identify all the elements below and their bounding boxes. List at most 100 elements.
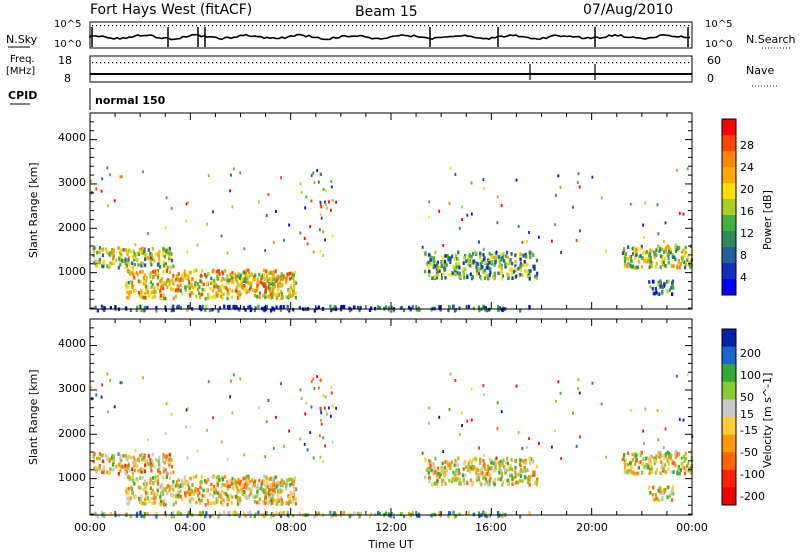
velocity-cell [664,453,667,458]
velocity-cell [170,512,174,516]
power-cell [247,289,250,294]
power-cell [663,257,667,261]
velocity-cell [631,470,635,475]
velocity-cell [229,493,232,498]
velocity-cbar-label: Velocity [m s^-1] [761,373,774,468]
velocity-cell [252,481,256,485]
power-cell [142,276,145,280]
power-cell [267,295,270,299]
power-cell [310,199,313,203]
nsearch-dot [496,25,498,27]
power-cell [532,267,535,271]
power-cell [103,306,106,310]
velocity-cell [205,487,209,492]
power-cell [243,279,246,283]
nsearch-dot [580,25,582,27]
velocity-cell [121,381,123,385]
nsearch-dot [568,25,570,27]
nave-dot [416,62,418,64]
power-cell [645,259,648,264]
velocity-cell [145,496,148,501]
power-cell [162,286,165,291]
velocity-cell [482,453,485,457]
power-cell [137,279,140,283]
power-cell [497,271,500,275]
power-cell [181,278,184,282]
nsearch-dot [592,25,594,27]
power-cell [234,274,237,278]
power-cell [500,268,503,273]
velocity-cell [255,494,258,499]
velocity-cell [663,488,666,492]
velocity-cell [186,456,189,460]
velocity-cell [210,482,213,487]
velocity-cell [479,480,482,485]
velocity-cell [133,495,137,499]
velocity-cell [192,475,196,479]
velocity-cell [227,484,230,488]
velocity-cell [161,490,164,494]
power-cell [458,271,461,276]
velocity-cell [470,387,473,391]
power-cell [532,264,535,269]
power-cell [455,262,458,266]
power-cell [264,284,267,288]
velocity-cell [639,460,642,464]
power-cell [207,295,210,300]
velocity-cell [232,479,235,484]
velocity-cell [467,510,470,515]
velocity-cell [100,453,104,458]
nsearch-dot [92,25,94,27]
power-cell [648,259,651,264]
nsearch-lo-label: 10^0 [705,39,732,50]
velocity-cell [488,472,491,477]
velocity-cell [559,391,562,395]
power-cell [348,306,351,311]
nave-dot [296,62,298,64]
power-cell [436,273,439,277]
velocity-cell [496,401,499,405]
velocity-cell [105,455,108,459]
nsearch-dot [312,25,314,27]
power-cell [139,280,142,284]
velocity-cell [651,493,654,497]
velocity-cell [535,464,539,469]
power-cell [514,268,517,273]
power-cell [108,251,111,256]
power-cell [664,221,667,225]
power-cell [462,272,465,276]
velocity-cell [183,478,186,483]
power-cell [514,253,517,258]
velocity-cell [131,467,134,472]
nsearch-dot [224,25,226,27]
power-cell [454,269,457,274]
velocity-cell [144,502,148,506]
power-cell [165,250,168,255]
velocity-cell [215,497,218,501]
power-cell [131,265,134,270]
power-cell [623,264,626,269]
velocity-heatmap [90,372,694,519]
power-cell [168,282,171,287]
velocity-cell [143,457,146,462]
power-cell [449,166,452,170]
power-cell [220,294,223,299]
velocity-cell [310,405,313,409]
nsearch-dot [112,25,114,27]
nave-dot [396,62,398,64]
power-cell [359,306,362,310]
velocity-cell [183,481,186,485]
power-cell [451,273,454,277]
power-cell [270,308,273,313]
velocity-cell [220,498,223,503]
velocity-cell [211,475,214,480]
velocity-cell [634,452,637,456]
velocity-cell [166,456,169,461]
velocity-cell [470,460,473,465]
velocity-cbar-tick: -50 [740,446,758,459]
velocity-cell [441,467,444,472]
power-cell [455,264,458,269]
velocity-cell [168,488,171,493]
power-cell [184,287,187,292]
velocity-cell [239,479,242,484]
